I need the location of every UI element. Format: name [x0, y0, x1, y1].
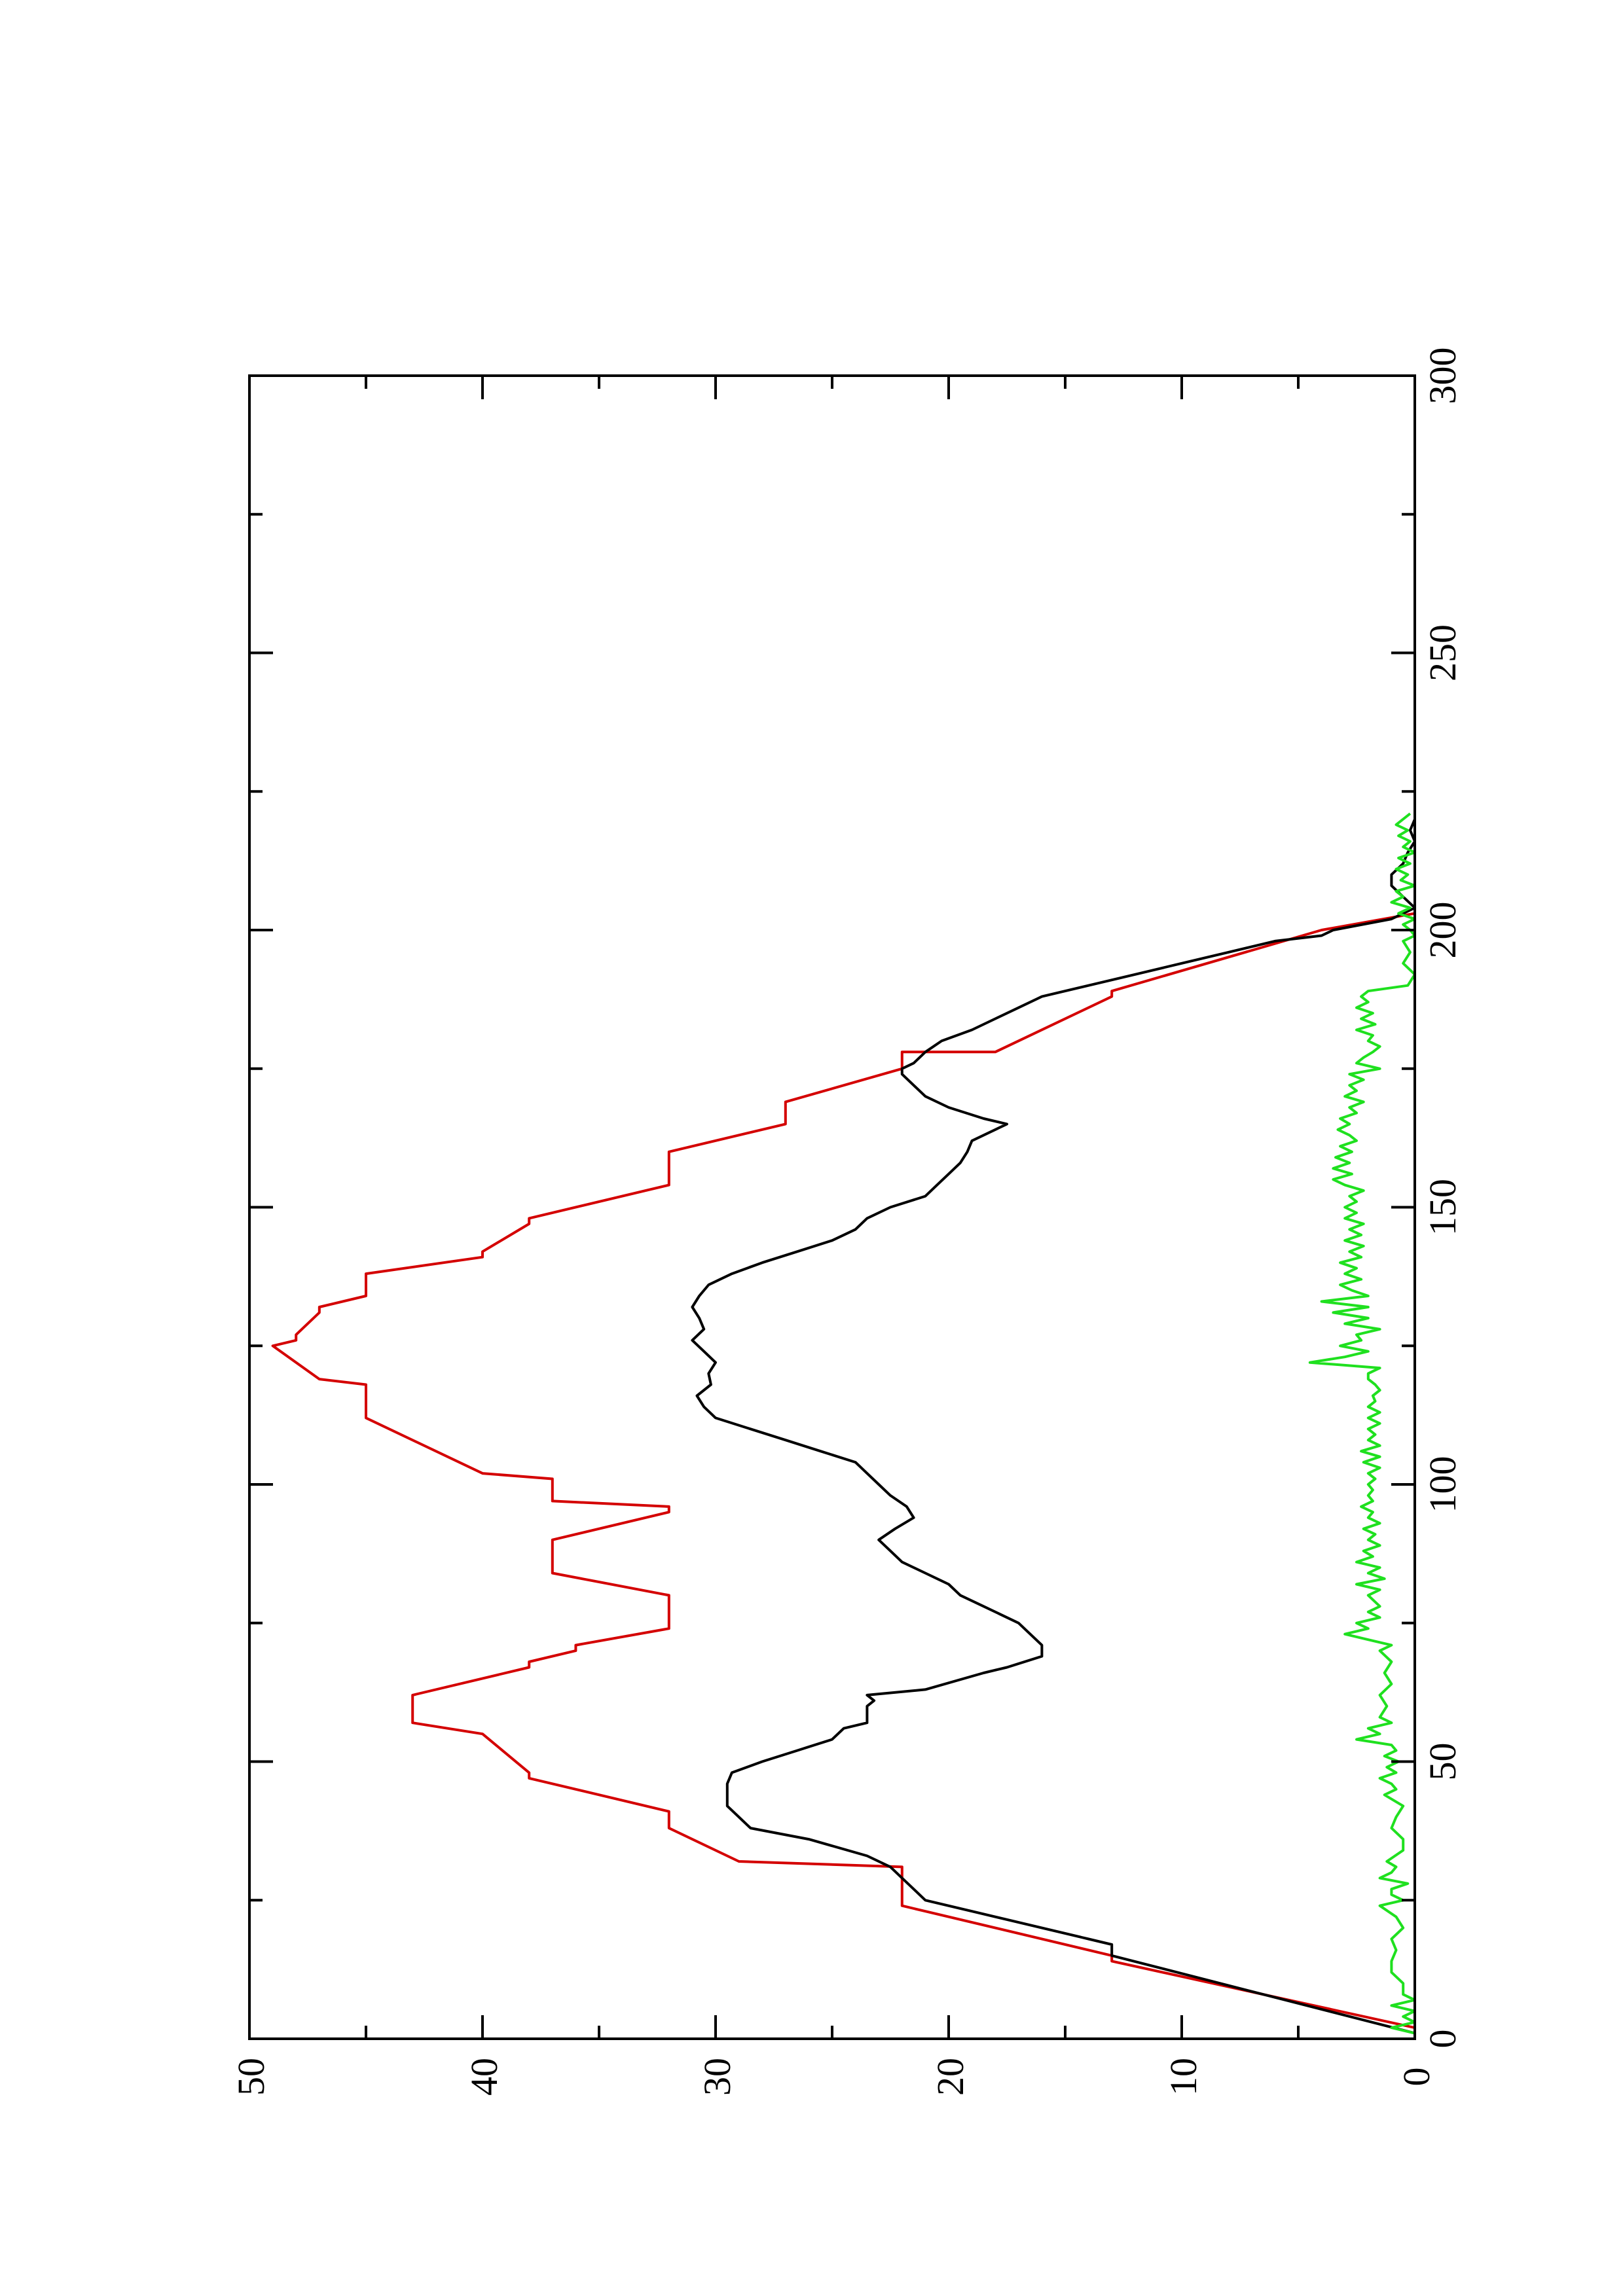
- x-tick-label: 0: [1421, 2030, 1464, 2049]
- series-line-1: [271, 912, 1416, 2039]
- y-tick-label: 30: [696, 2058, 739, 2096]
- x-tick-label: 150: [1421, 1179, 1464, 1236]
- y-tick-label: 10: [1162, 2058, 1205, 2096]
- x-tick-label: 250: [1421, 624, 1464, 681]
- y-tick-label: 40: [463, 2058, 505, 2096]
- x-tick-label: 100: [1421, 1456, 1464, 1513]
- series-layer: [271, 812, 1416, 2039]
- series-line-2: [691, 818, 1416, 2035]
- y-tick-label: 0: [1395, 2068, 1438, 2087]
- series-line-3: [1308, 812, 1416, 2035]
- ticks-layer: [248, 374, 1416, 2040]
- y-tick-label: 50: [230, 2058, 272, 2096]
- x-tick-label: 200: [1421, 902, 1464, 959]
- plot-frame: [248, 374, 1416, 2040]
- x-tick-label: 300: [1421, 348, 1464, 404]
- y-tick-label: 20: [929, 2058, 972, 2096]
- x-tick-label: 50: [1421, 1743, 1464, 1781]
- labels-layer: 0 50 100 150 200 250 300 0 10 20 30 40 50: [230, 348, 1464, 2096]
